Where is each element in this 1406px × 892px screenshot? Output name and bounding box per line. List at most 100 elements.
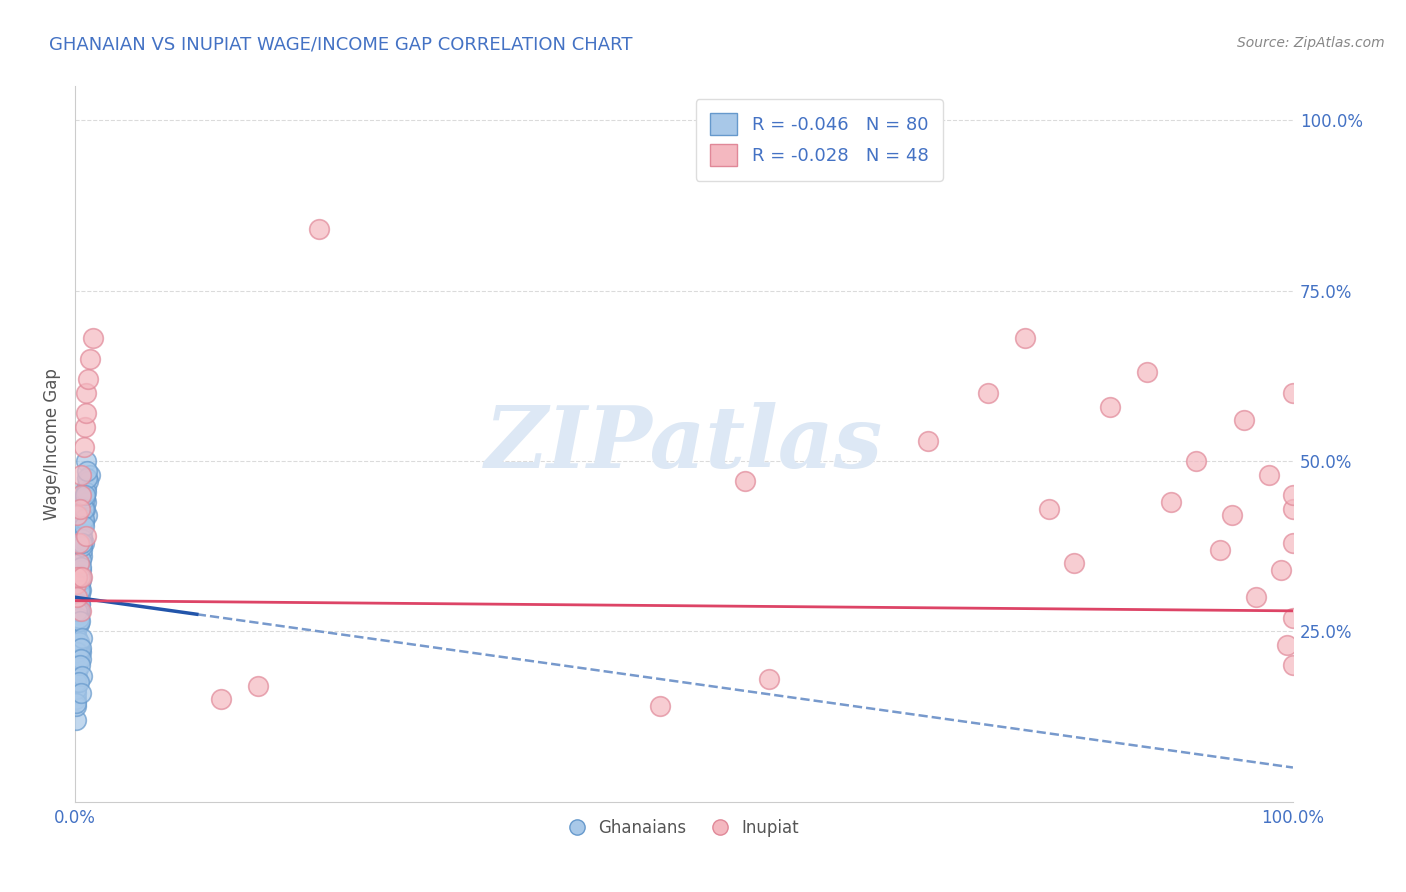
Point [1282, 488, 1305, 502]
Point [69, 658, 91, 673]
Point [66, 672, 89, 686]
Point [1282, 501, 1305, 516]
Point [73, 488, 96, 502]
Point [65, 679, 87, 693]
Point [75, 406, 97, 420]
Point [70, 488, 93, 502]
Point [1282, 610, 1305, 624]
Point [246, 679, 269, 693]
Point [77, 475, 100, 489]
Point [66, 648, 89, 662]
Point [72, 542, 94, 557]
Point [209, 692, 232, 706]
Point [66, 662, 89, 676]
Point [1209, 542, 1232, 557]
Point [65, 624, 87, 639]
Point [66, 508, 89, 523]
Point [72, 549, 94, 564]
Point [70, 570, 93, 584]
Point [65, 713, 87, 727]
Point [65, 696, 87, 710]
Point [69, 583, 91, 598]
Point [917, 434, 939, 448]
Point [70, 559, 93, 574]
Point [734, 475, 756, 489]
Point [1220, 508, 1243, 523]
Point [65, 692, 87, 706]
Point [1014, 331, 1036, 345]
Point [758, 672, 780, 686]
Point [65, 699, 87, 714]
Point [72, 529, 94, 543]
Point [69, 576, 91, 591]
Point [1233, 413, 1256, 427]
Point [1038, 501, 1060, 516]
Point [65, 682, 87, 697]
Point [67, 675, 90, 690]
Point [70, 573, 93, 587]
Point [70, 645, 93, 659]
Point [72, 535, 94, 549]
Point [72, 518, 94, 533]
Point [75, 385, 97, 400]
Point [67, 556, 90, 570]
Point [72, 516, 94, 530]
Point [72, 631, 94, 645]
Point [76, 471, 98, 485]
Point [1275, 638, 1298, 652]
Point [73, 491, 96, 506]
Point [67, 610, 90, 624]
Point [70, 604, 93, 618]
Text: ZIPatlas: ZIPatlas [485, 402, 883, 486]
Point [308, 222, 330, 236]
Point [65, 576, 87, 591]
Point [67, 638, 90, 652]
Point [76, 464, 98, 478]
Point [72, 441, 94, 455]
Point [1099, 400, 1122, 414]
Point [69, 570, 91, 584]
Point [67, 591, 90, 605]
Point [65, 685, 87, 699]
Point [72, 501, 94, 516]
Point [65, 668, 87, 682]
Point [66, 570, 89, 584]
Point [67, 607, 90, 622]
Point [67, 651, 90, 665]
Point [73, 420, 96, 434]
Point [67, 604, 90, 618]
Point [1136, 366, 1159, 380]
Point [77, 372, 100, 386]
Point [66, 631, 89, 645]
Point [75, 481, 97, 495]
Point [67, 610, 90, 624]
Point [69, 604, 91, 618]
Point [67, 614, 90, 628]
Point [66, 600, 89, 615]
Point [977, 385, 1000, 400]
Point [82, 331, 104, 345]
Point [1063, 556, 1085, 570]
Text: GHANAIAN VS INUPIAT WAGE/INCOME GAP CORRELATION CHART: GHANAIAN VS INUPIAT WAGE/INCOME GAP CORR… [49, 36, 633, 54]
Point [66, 655, 89, 669]
Point [67, 651, 90, 665]
Point [70, 641, 93, 656]
Point [69, 587, 91, 601]
Point [67, 535, 90, 549]
Point [73, 501, 96, 516]
Point [72, 570, 94, 584]
Point [72, 522, 94, 536]
Point [70, 685, 93, 699]
Point [70, 563, 93, 577]
Point [75, 529, 97, 543]
Point [1160, 495, 1182, 509]
Point [1282, 535, 1305, 549]
Point [73, 488, 96, 502]
Point [70, 553, 93, 567]
Point [69, 614, 91, 628]
Point [67, 556, 90, 570]
Point [75, 454, 97, 468]
Point [79, 467, 101, 482]
Point [67, 617, 90, 632]
Point [76, 508, 98, 523]
